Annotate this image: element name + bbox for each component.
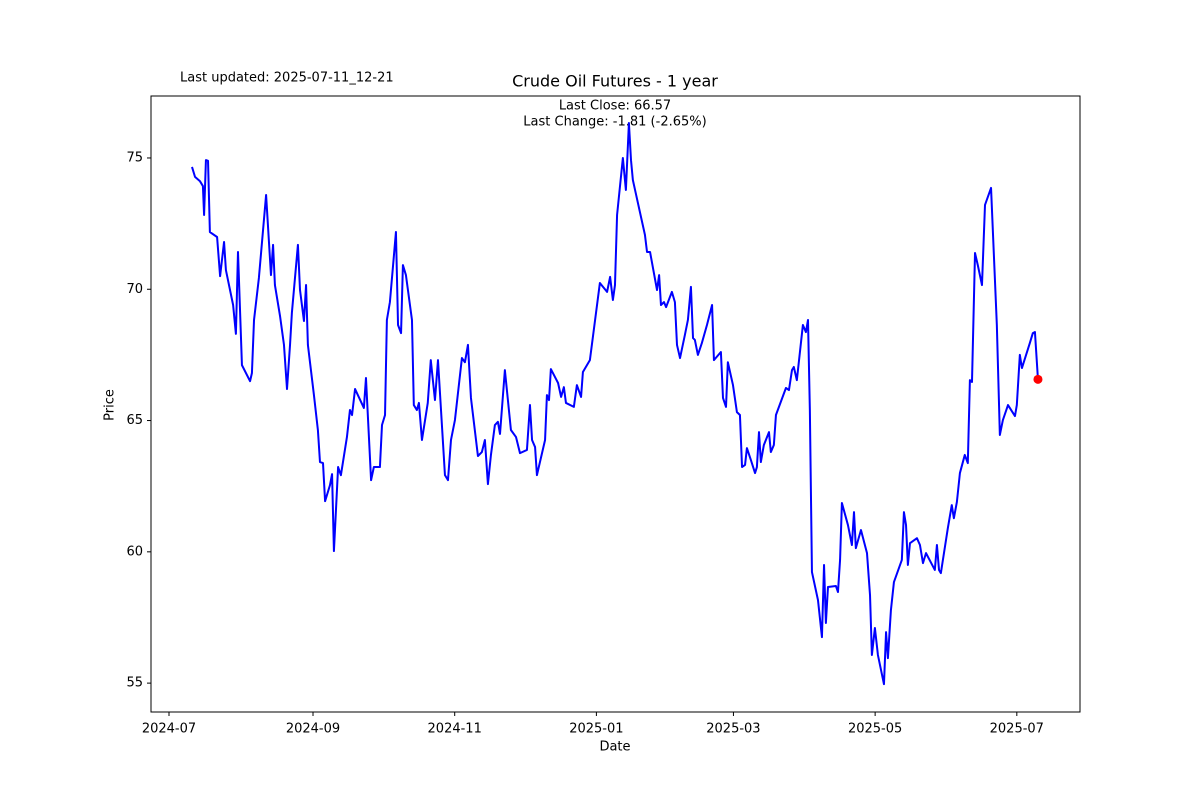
y-tick-label: 70 [126, 282, 143, 297]
last-close: Last Close: 66.57 [559, 99, 671, 114]
y-tick-label: 60 [126, 544, 143, 559]
last-change: Last Change: -1.81 (-2.65%) [523, 115, 706, 130]
y-axis-label: Price [103, 389, 118, 421]
y-tick-label: 55 [126, 676, 143, 691]
y-tick-label: 65 [126, 413, 143, 428]
chart-title: Crude Oil Futures - 1 year [512, 72, 718, 91]
x-tick-label: 2024-07 [142, 722, 196, 737]
x-tick-label: 2025-05 [848, 722, 902, 737]
x-tick-label: 2025-01 [569, 722, 623, 737]
x-tick-label: 2025-07 [990, 722, 1044, 737]
plot-frame [150, 95, 1081, 713]
last-updated: Last updated: 2025-07-11_12-21 [180, 71, 394, 86]
y-tick-label: 75 [126, 150, 143, 165]
price-line [191, 122, 1039, 686]
x-tick-label: 2024-09 [286, 722, 340, 737]
x-tick-label: 2024-11 [428, 722, 482, 737]
last-point [1033, 374, 1043, 384]
x-axis-label: Date [599, 740, 630, 755]
x-tick-label: 2025-03 [706, 722, 760, 737]
